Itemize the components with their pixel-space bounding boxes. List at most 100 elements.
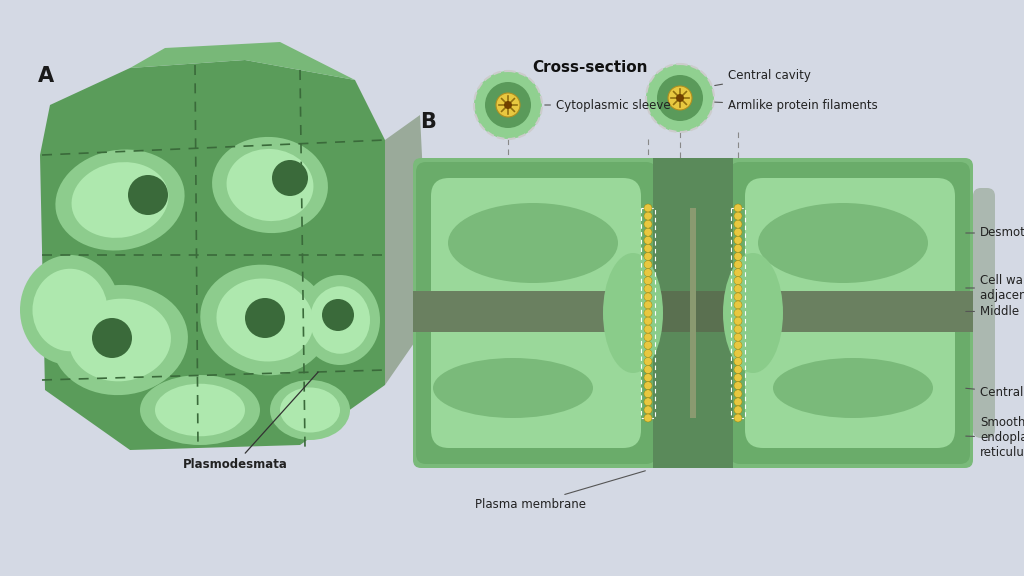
Ellipse shape [216, 279, 313, 362]
Ellipse shape [52, 285, 188, 395]
Circle shape [734, 406, 742, 414]
Circle shape [504, 101, 512, 109]
Ellipse shape [55, 150, 184, 251]
Circle shape [644, 204, 652, 212]
Circle shape [734, 350, 742, 357]
Circle shape [734, 220, 742, 228]
Text: A: A [38, 66, 54, 86]
Circle shape [644, 414, 652, 422]
Circle shape [734, 212, 742, 220]
Circle shape [734, 309, 742, 317]
Circle shape [734, 382, 742, 390]
Text: Plasma membrane: Plasma membrane [475, 471, 645, 511]
Circle shape [644, 350, 652, 357]
Ellipse shape [280, 388, 340, 433]
Circle shape [734, 398, 742, 406]
Circle shape [734, 374, 742, 382]
Circle shape [734, 228, 742, 236]
Circle shape [474, 71, 542, 139]
Ellipse shape [155, 384, 245, 436]
Polygon shape [385, 115, 430, 385]
Circle shape [644, 374, 652, 382]
Circle shape [644, 317, 652, 325]
Circle shape [646, 64, 714, 132]
Circle shape [644, 406, 652, 414]
Ellipse shape [300, 275, 380, 365]
Circle shape [644, 334, 652, 341]
Ellipse shape [310, 286, 370, 354]
Ellipse shape [433, 358, 593, 418]
Circle shape [734, 268, 742, 276]
Text: Middle lamella: Middle lamella [966, 305, 1024, 318]
Circle shape [734, 301, 742, 309]
Circle shape [644, 220, 652, 228]
Circle shape [644, 382, 652, 390]
Ellipse shape [33, 269, 108, 351]
Circle shape [734, 358, 742, 365]
Circle shape [322, 299, 354, 331]
Text: Plasmodesmata: Plasmodesmata [182, 372, 318, 471]
Circle shape [644, 268, 652, 276]
Text: Desmotubule: Desmotubule [966, 226, 1024, 240]
Circle shape [734, 414, 742, 422]
Ellipse shape [72, 162, 169, 238]
Circle shape [676, 94, 684, 102]
Circle shape [668, 86, 692, 110]
Circle shape [734, 276, 742, 285]
Ellipse shape [212, 137, 328, 233]
Ellipse shape [723, 253, 783, 373]
Bar [653, 291, 733, 332]
Circle shape [734, 260, 742, 268]
FancyBboxPatch shape [431, 178, 641, 448]
Circle shape [644, 358, 652, 365]
Circle shape [128, 175, 168, 215]
Circle shape [734, 285, 742, 293]
Circle shape [644, 309, 652, 317]
Ellipse shape [603, 253, 663, 373]
Circle shape [644, 228, 652, 236]
FancyBboxPatch shape [413, 158, 973, 468]
Bar [690, 208, 696, 418]
Ellipse shape [758, 203, 928, 283]
Text: Smooth
endoplasmic
reticulum: Smooth endoplasmic reticulum [966, 416, 1024, 460]
Circle shape [734, 317, 742, 325]
Ellipse shape [20, 255, 120, 365]
FancyBboxPatch shape [745, 178, 955, 448]
Ellipse shape [69, 299, 171, 381]
Circle shape [272, 160, 308, 196]
Circle shape [644, 252, 652, 260]
Circle shape [644, 325, 652, 333]
Circle shape [734, 342, 742, 349]
Circle shape [644, 301, 652, 309]
Ellipse shape [78, 204, 122, 225]
Circle shape [644, 390, 652, 398]
Circle shape [644, 366, 652, 374]
Circle shape [734, 293, 742, 301]
Circle shape [644, 260, 652, 268]
Bar [653, 158, 733, 468]
Circle shape [734, 252, 742, 260]
Bar [731, 208, 745, 418]
Text: B: B [420, 112, 436, 132]
FancyBboxPatch shape [416, 162, 656, 464]
Circle shape [644, 244, 652, 252]
Circle shape [644, 342, 652, 349]
Circle shape [644, 212, 652, 220]
Circle shape [657, 75, 703, 121]
FancyBboxPatch shape [730, 162, 970, 464]
Circle shape [485, 82, 531, 128]
Circle shape [245, 298, 285, 338]
Circle shape [644, 285, 652, 293]
Circle shape [734, 236, 742, 244]
Polygon shape [40, 60, 385, 450]
Circle shape [644, 398, 652, 406]
Ellipse shape [773, 358, 933, 418]
Circle shape [734, 390, 742, 398]
Ellipse shape [449, 203, 618, 283]
Text: Armlike protein filaments: Armlike protein filaments [715, 100, 878, 112]
Text: Central cavity: Central cavity [715, 70, 811, 85]
Text: Cross-section: Cross-section [532, 60, 648, 75]
Circle shape [734, 244, 742, 252]
Bar [413, 291, 973, 332]
Ellipse shape [201, 264, 330, 376]
